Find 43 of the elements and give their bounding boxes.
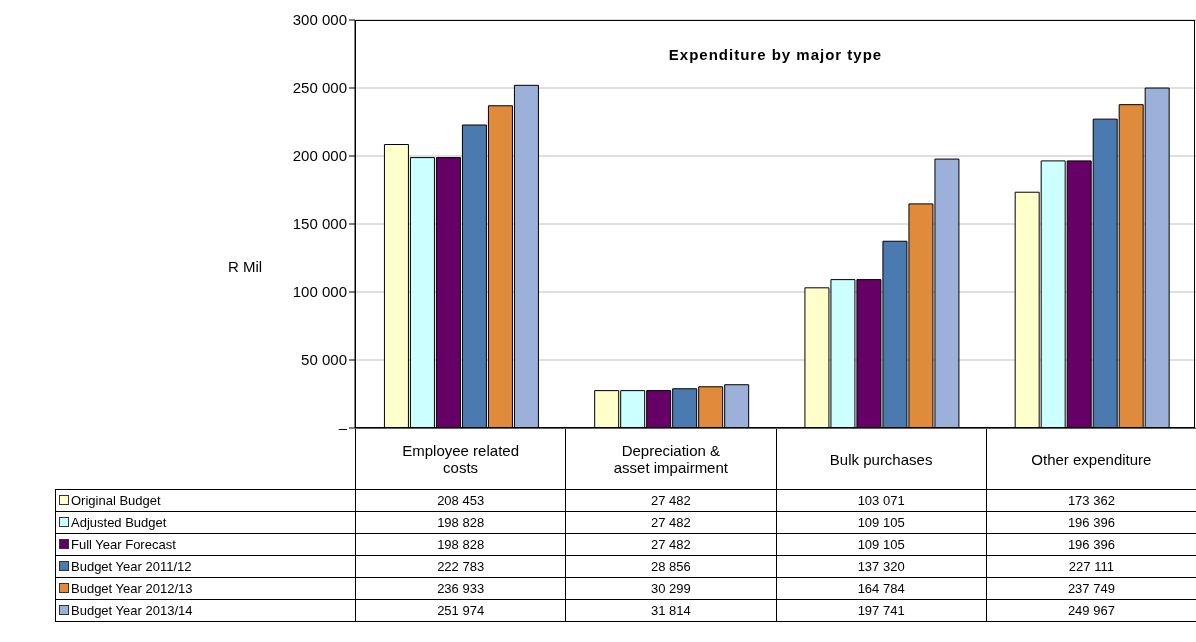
legend-label: Full Year Forecast bbox=[71, 537, 176, 552]
y-axis-title: R Mil bbox=[228, 258, 263, 275]
data-label: 173 362 bbox=[986, 489, 1196, 512]
data-label: 198 828 bbox=[355, 533, 566, 556]
x-tick-label: Bulk purchases bbox=[776, 428, 987, 490]
x-tick-label: Depreciation & asset impairment bbox=[565, 428, 776, 490]
data-label: 198 828 bbox=[355, 511, 566, 534]
data-label: 236 933 bbox=[355, 577, 566, 600]
data-label: 137 320 bbox=[776, 555, 987, 578]
legend-label: Budget Year 2011/12 bbox=[71, 559, 192, 574]
data-label: 197 741 bbox=[776, 599, 987, 622]
text: Expenditure by major type bbox=[667, 46, 884, 63]
y-tick-label: 300 000 bbox=[292, 11, 347, 29]
data-label: 227 111 bbox=[986, 555, 1196, 578]
data-label: 27 482 bbox=[565, 511, 776, 534]
y-tick-label: 200 000 bbox=[292, 147, 347, 165]
data-label: 196 396 bbox=[986, 533, 1196, 556]
data-label: 31 814 bbox=[565, 599, 776, 622]
y-tick-label: 250 000 bbox=[292, 79, 347, 97]
data-label: 222 783 bbox=[355, 555, 566, 578]
data-label: 28 856 bbox=[565, 555, 776, 578]
legend-label: Original Budget bbox=[71, 493, 161, 508]
data-label: 109 105 bbox=[776, 511, 987, 534]
data-label: 249 967 bbox=[986, 599, 1196, 622]
x-tick-label: Employee related costs bbox=[355, 428, 566, 490]
x-tick-label: Other expenditure bbox=[986, 428, 1196, 490]
data-label: 27 482 bbox=[565, 489, 776, 512]
y-tick-label: 100 000 bbox=[292, 283, 347, 301]
data-label: 164 784 bbox=[776, 577, 987, 600]
data-label: 208 453 bbox=[355, 489, 566, 512]
data-label: 103 071 bbox=[776, 489, 987, 512]
y-tick-label: – bbox=[338, 419, 348, 437]
y-tick-label: 50 000 bbox=[301, 351, 347, 369]
data-label: 196 396 bbox=[986, 511, 1196, 534]
data-label: 109 105 bbox=[776, 533, 987, 556]
data-label: 237 749 bbox=[986, 577, 1196, 600]
data-label: 251 974 bbox=[355, 599, 566, 622]
legend-label: Budget Year 2012/13 bbox=[71, 581, 193, 596]
data-label: 30 299 bbox=[565, 577, 776, 600]
legend-label: Budget Year 2013/14 bbox=[71, 603, 193, 618]
legend-label: Adjusted Budget bbox=[71, 515, 167, 530]
data-label: 27 482 bbox=[565, 533, 776, 556]
y-tick-label: 150 000 bbox=[292, 215, 347, 233]
